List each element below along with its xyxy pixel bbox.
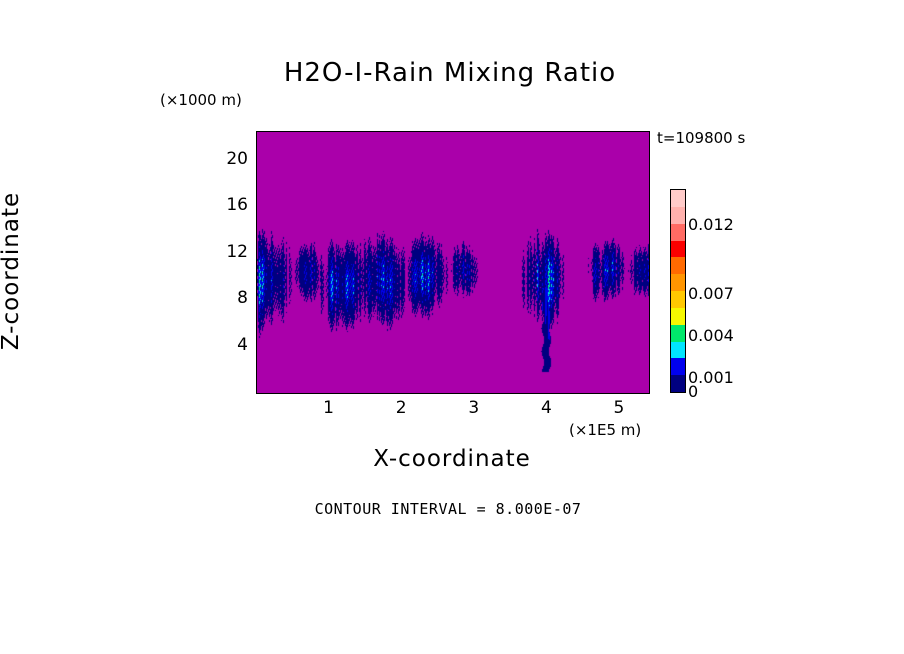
y-axis-title: Z-coordinate xyxy=(0,191,24,351)
y-tick-label: 16 xyxy=(226,195,248,216)
colorbar-tick-label: 0.001 xyxy=(688,368,734,388)
colorbar-tick-labels: 0 0.001 0.004 0.007 0.012 xyxy=(688,189,798,404)
x-tick-label: 4 xyxy=(540,398,552,418)
x-tick-label: 2 xyxy=(395,398,407,418)
colorbar-tick-label: 0.004 xyxy=(688,326,734,346)
colorbar-band xyxy=(671,291,685,308)
colorbar-band xyxy=(671,358,685,376)
y-axis-multiplier-label: (×1000 m) xyxy=(160,91,242,109)
x-tick-label: 5 xyxy=(613,398,625,418)
colorbar-band xyxy=(671,190,685,207)
contour-interval-note: CONTOUR INTERVAL = 8.000E-07 xyxy=(0,500,904,518)
x-axis-ticks: 1 2 3 4 5 xyxy=(256,398,648,422)
timestamp-label: t=109800 s xyxy=(657,129,746,147)
contour-interval-text: CONTOUR INTERVAL = 8.000E-07 xyxy=(314,500,582,518)
y-axis-ticks: 4 8 12 16 20 xyxy=(200,131,248,392)
x-tick-label: 3 xyxy=(468,398,480,418)
x-axis-multiplier-label: (×1E5 m) xyxy=(569,421,642,439)
colorbar-tick-label: 0.007 xyxy=(688,284,734,304)
colorbar-bands xyxy=(670,189,686,393)
colorbar-band xyxy=(671,206,685,224)
page-title-text: H2O-I-Rain Mixing Ratio xyxy=(283,58,617,88)
x-tick-label: 1 xyxy=(323,398,334,418)
plot-area xyxy=(256,131,650,394)
y-tick-label: 20 xyxy=(226,149,248,169)
y-tick-label: 8 xyxy=(237,288,248,309)
colorbar-band xyxy=(671,341,685,359)
colorbar-band xyxy=(671,240,685,258)
colorbar-band xyxy=(671,375,685,392)
y-tick-label: 12 xyxy=(226,241,248,262)
colorbar-tick-label: 0.012 xyxy=(688,214,734,234)
colorbar xyxy=(670,189,686,393)
colorbar-tick-label: 0 xyxy=(688,382,699,401)
colorbar-band xyxy=(671,324,685,342)
colorbar-band xyxy=(671,274,685,292)
colorbar-band xyxy=(671,223,685,241)
page-title: H2O-I-Rain Mixing Ratio xyxy=(0,58,904,88)
x-axis-title: X-coordinate xyxy=(373,446,531,472)
colorbar-band xyxy=(671,307,685,325)
colorbar-band xyxy=(671,257,685,275)
y-tick-label: 4 xyxy=(237,334,248,355)
rain-mixing-ratio-field xyxy=(257,132,649,393)
